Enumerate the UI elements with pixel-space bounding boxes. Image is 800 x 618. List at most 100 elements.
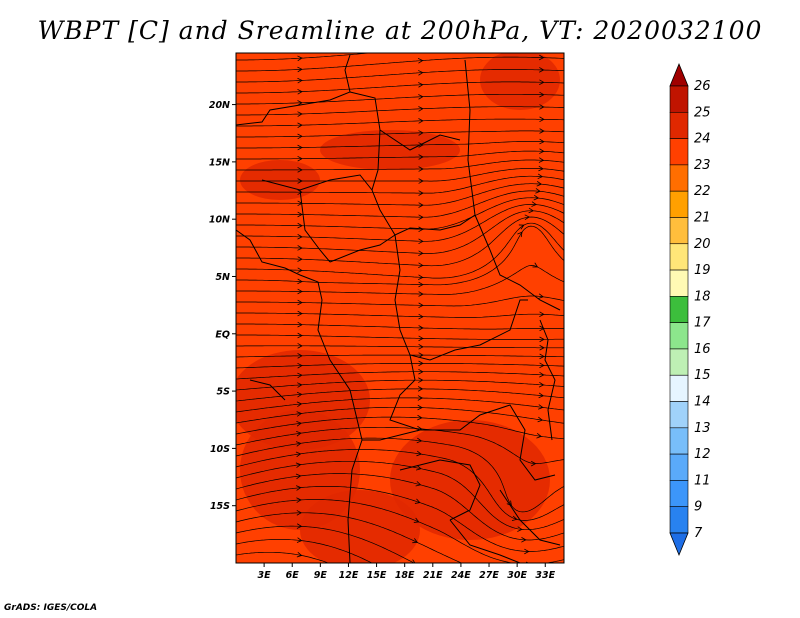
streamline-arrow xyxy=(539,371,545,378)
border-line xyxy=(261,174,373,191)
streamline-arrow xyxy=(533,194,540,201)
streamline-arrow xyxy=(418,313,424,320)
streamline-arrow xyxy=(412,538,419,544)
streamline xyxy=(236,363,564,369)
streamline-arrow xyxy=(296,411,303,417)
streamline xyxy=(236,295,564,307)
longitude-axis: 3E 6E 9E 12E 15E 18E 21E 24E 27E 30E 33E xyxy=(258,563,556,581)
border-line xyxy=(362,429,421,441)
streamline xyxy=(236,473,564,541)
streamline-arrow xyxy=(518,224,525,230)
streamline-arrow xyxy=(295,485,302,491)
lat-tick-label: 15S xyxy=(210,501,230,512)
streamline-arrow xyxy=(297,178,303,184)
streamline xyxy=(236,334,564,340)
streamline xyxy=(236,118,564,127)
streamline xyxy=(236,525,415,563)
streamline-arrow xyxy=(538,381,545,388)
streamline-arrow xyxy=(539,91,545,98)
streamline xyxy=(236,190,564,218)
colorbar-label: 18 xyxy=(694,289,711,304)
streamline-arrow xyxy=(296,401,303,408)
streamline-arrow xyxy=(296,551,303,558)
streamline-arrow xyxy=(418,302,424,309)
lon-tick-label: 18E xyxy=(395,570,415,581)
streamline xyxy=(236,222,564,279)
streamline-arrow xyxy=(296,510,303,516)
streamline-arrow xyxy=(297,211,303,218)
streamline-arrow xyxy=(535,188,541,194)
streamline xyxy=(236,354,564,358)
streamline-arrow xyxy=(297,133,303,140)
colorbar-label: 7 xyxy=(694,526,703,541)
colorbar-label: 21 xyxy=(694,210,711,225)
streamline xyxy=(236,388,564,402)
streamline-arrow xyxy=(524,214,531,220)
lat-tick-label: 15N xyxy=(209,157,230,168)
streamline-arrow xyxy=(418,291,424,297)
streamline xyxy=(236,323,564,330)
streamline-arrow xyxy=(412,559,416,563)
streamline-arrow xyxy=(539,128,545,134)
streamline-arrow xyxy=(536,181,543,187)
border-line xyxy=(389,354,556,481)
streamline-arrow xyxy=(539,345,545,351)
colorbar-label: 25 xyxy=(694,105,711,120)
streamline-arrow xyxy=(517,526,523,532)
lon-tick-label: 24E xyxy=(451,570,471,581)
streamline-arrow xyxy=(532,262,539,268)
streamline-arrow xyxy=(297,66,303,73)
streamline-arrow xyxy=(538,404,544,410)
streamline-arrow xyxy=(418,94,424,100)
streamline-arrow xyxy=(297,144,303,151)
streamline-arrow xyxy=(296,431,302,437)
colorbar-segment xyxy=(669,296,689,323)
streamline xyxy=(236,159,564,171)
border-line xyxy=(299,189,331,263)
streamline-arrow xyxy=(418,202,424,208)
streamline-arrow xyxy=(418,262,424,268)
streamline-arrow xyxy=(418,325,424,331)
streamline-arrow xyxy=(297,111,303,117)
warm-patch xyxy=(480,53,560,110)
streamline xyxy=(236,416,564,440)
streamline-arrow xyxy=(296,421,302,427)
streamline-arrow xyxy=(418,281,424,288)
streamline-arrow xyxy=(297,89,303,95)
colorbar-segment xyxy=(669,427,689,455)
streamline-arrow xyxy=(297,245,303,251)
streamline xyxy=(236,312,564,318)
streamline-arrow xyxy=(297,100,303,106)
streamline-arrow xyxy=(418,118,424,124)
lat-tick-label: 10S xyxy=(210,444,230,455)
lon-tick-label: 9E xyxy=(314,570,328,581)
border-line xyxy=(394,234,528,361)
streamline-arrow xyxy=(418,377,424,383)
streamline xyxy=(236,53,373,61)
border-line xyxy=(474,214,561,311)
streamline-arrow xyxy=(524,548,530,555)
lat-tick-label: 5N xyxy=(215,272,230,283)
streamline-arrow xyxy=(414,498,421,504)
streamline-arrow xyxy=(296,391,303,398)
streamline-arrow xyxy=(539,353,545,360)
streamline xyxy=(236,93,564,105)
streamline-arrow xyxy=(537,416,544,423)
streamline-arrow xyxy=(418,154,424,160)
streamline-arrow xyxy=(537,173,544,180)
streamline-arrow xyxy=(297,372,303,379)
streamline-arrow xyxy=(418,142,424,148)
streamline-arrow xyxy=(297,256,303,262)
streamline-arrow xyxy=(418,166,424,172)
streamline-arrow xyxy=(539,116,545,123)
lon-tick-label: 27E xyxy=(479,570,499,581)
colorbar-label: 11 xyxy=(694,473,711,488)
streamline-arrow xyxy=(416,437,423,444)
streamline-arrow xyxy=(528,207,535,214)
streamline-arrow xyxy=(517,231,523,238)
streamline-arrow xyxy=(296,497,302,503)
streamline xyxy=(236,56,564,72)
colorbar-label: 23 xyxy=(694,158,711,173)
streamline xyxy=(236,379,564,391)
streamlines xyxy=(236,53,564,563)
